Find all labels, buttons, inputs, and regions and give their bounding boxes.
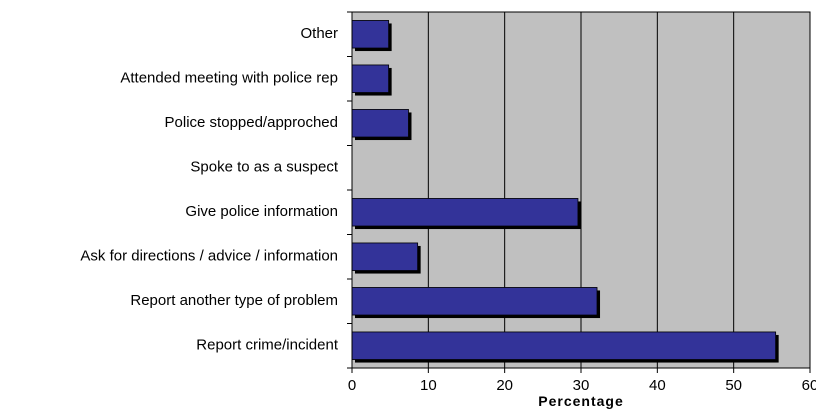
bar [351, 109, 409, 138]
category-label: Other [300, 25, 338, 42]
x-tick-label: 30 [573, 377, 590, 394]
category-label: Ask for directions / advice / informatio… [80, 248, 338, 265]
category-label: Report crime/incident [196, 337, 339, 354]
category-label: Spoke to as a suspect [190, 159, 338, 176]
bar [351, 64, 390, 93]
x-tick-label: 20 [496, 377, 513, 394]
category-label: Police stopped/approched [165, 114, 338, 131]
x-axis-title: Percentage [538, 393, 623, 409]
bar [351, 198, 579, 227]
bar [351, 20, 390, 49]
x-tick-label: 10 [420, 377, 437, 394]
x-axis-ticks: 0 10 20 30 40 50 60 [347, 11, 816, 394]
bar [351, 331, 777, 360]
bar [351, 287, 598, 316]
x-tick-label: 40 [649, 377, 666, 394]
x-tick-label: 50 [725, 377, 742, 394]
category-label: Give police information [185, 203, 338, 220]
category-labels: Other Attended meeting with police rep Pol… [80, 25, 338, 354]
category-label: Report another type of problem [130, 292, 338, 309]
bar [351, 242, 419, 271]
x-tick-label: 0 [348, 377, 356, 394]
x-tick-label: 60 [802, 377, 816, 394]
category-label: Attended meeting with police rep [120, 70, 338, 87]
